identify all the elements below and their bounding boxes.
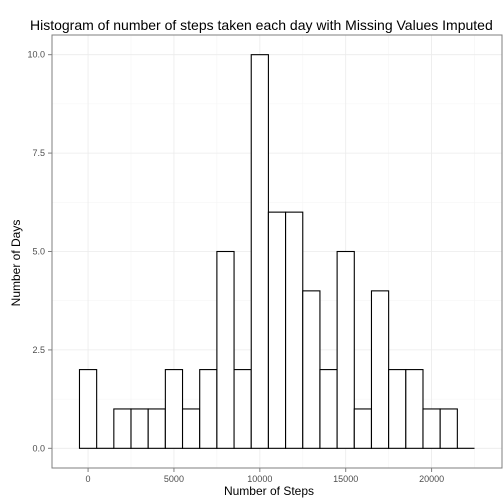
y-tick-label: 10.0 xyxy=(27,50,45,60)
histogram-bar xyxy=(285,211,304,449)
histogram-bar xyxy=(388,369,407,449)
histogram-bar xyxy=(199,369,218,449)
x-tick-label: 20000 xyxy=(419,474,444,484)
histogram-bar xyxy=(147,408,166,449)
histogram-bar xyxy=(216,250,235,449)
histogram-bar xyxy=(336,250,355,449)
y-axis: 0.0 2.5 5.0 7.5 10.0 xyxy=(27,50,52,453)
y-tick-label: 2.5 xyxy=(32,345,45,355)
histogram-bar xyxy=(302,290,321,449)
histogram-bar xyxy=(353,408,373,449)
histogram-bar xyxy=(319,369,338,449)
y-tick-label: 7.5 xyxy=(32,148,45,158)
x-tick-label: 5000 xyxy=(164,474,184,484)
x-tick-label: 15000 xyxy=(333,474,358,484)
histogram-bars xyxy=(78,54,475,449)
histogram-bar xyxy=(78,369,98,449)
x-tick-label: 10000 xyxy=(247,474,272,484)
histogram-bar xyxy=(267,211,287,449)
chart-title: Histogram of number of steps taken each … xyxy=(30,17,493,33)
x-tick-label: 0 xyxy=(86,474,91,484)
histogram-bar xyxy=(422,408,441,449)
plot-area xyxy=(51,34,503,469)
histogram-bar xyxy=(250,54,269,449)
histogram-bar xyxy=(439,408,458,449)
x-axis-label: Number of Steps xyxy=(224,484,314,498)
y-axis-label: Number of Days xyxy=(9,220,23,307)
y-tick-label: 5.0 xyxy=(32,247,45,257)
histogram-bar xyxy=(130,408,149,449)
x-axis: 0 5000 10000 15000 20000 xyxy=(86,468,444,484)
histogram-bar xyxy=(113,408,132,449)
y-tick-label: 0.0 xyxy=(32,443,45,453)
histogram-bar xyxy=(370,290,390,449)
histogram-bar xyxy=(164,369,184,449)
histogram-bar xyxy=(233,369,252,449)
histogram-bar xyxy=(405,369,424,449)
histogram-bar xyxy=(181,408,201,449)
